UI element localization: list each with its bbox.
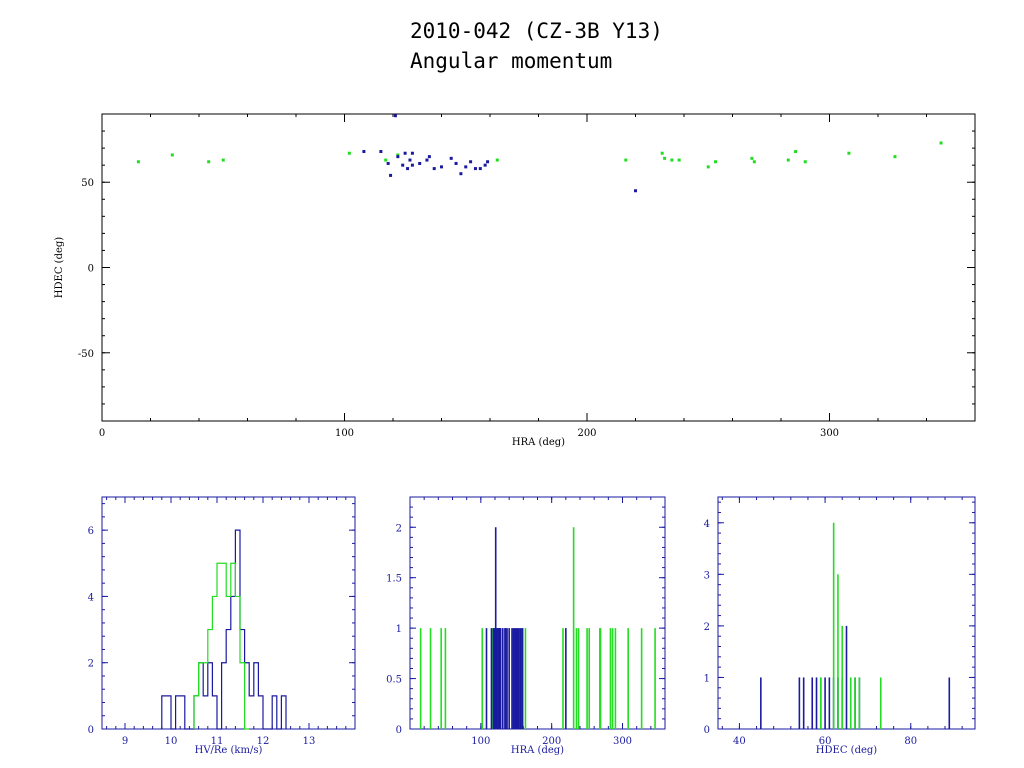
x-tick-label: 200 bbox=[542, 736, 561, 747]
y-axis-label: HDEC (deg) bbox=[54, 237, 65, 298]
x-tick-label: 40 bbox=[733, 736, 746, 747]
x-tick-label: 200 bbox=[577, 428, 596, 439]
x-tick-label: 60 bbox=[819, 736, 832, 747]
y-tick-label: 2 bbox=[396, 523, 402, 534]
scatter-point-blue bbox=[396, 155, 400, 159]
scatter-point-blue bbox=[362, 150, 366, 154]
scatter-point-green bbox=[170, 153, 174, 157]
scatter-point-green bbox=[786, 158, 790, 162]
scatter-point-blue bbox=[486, 160, 490, 164]
scatter-point-green bbox=[663, 156, 667, 160]
y-tick-label: 50 bbox=[81, 178, 94, 189]
scatter-point-green bbox=[495, 158, 499, 162]
plot-frame-1 bbox=[101, 496, 356, 730]
scatter-point-green bbox=[624, 158, 628, 162]
scatter-point-green bbox=[221, 158, 225, 162]
y-tick-label: 4 bbox=[704, 519, 710, 530]
scatter-point-blue bbox=[478, 167, 482, 171]
scatter-point-green bbox=[939, 141, 943, 145]
x-tick-label: 300 bbox=[613, 736, 632, 747]
y-tick-label: 0 bbox=[88, 264, 94, 275]
scatter-point-blue bbox=[432, 167, 436, 171]
y-tick-label: 2 bbox=[88, 659, 94, 670]
x-axis-label: HDEC (deg) bbox=[816, 745, 877, 756]
scatter-point-green bbox=[794, 150, 798, 154]
y-tick-label: -50 bbox=[78, 349, 94, 360]
scatter-point-blue bbox=[379, 150, 383, 154]
x-axis-label: HRA (deg) bbox=[512, 437, 565, 448]
histogram-step-green bbox=[193, 562, 250, 730]
scatter-point-blue bbox=[454, 161, 458, 165]
scatter-point-blue bbox=[393, 114, 397, 118]
y-tick-label: 1 bbox=[396, 624, 402, 635]
scatter-point-blue bbox=[634, 189, 637, 193]
scatter-point-green bbox=[752, 160, 756, 164]
x-tick-label: 9 bbox=[122, 736, 128, 747]
histogram-step-blue bbox=[161, 529, 287, 730]
y-tick-label: 1.5 bbox=[386, 574, 402, 585]
scatter-point-green bbox=[847, 151, 851, 155]
scatter-point-green bbox=[347, 151, 351, 155]
scatter-point-green bbox=[136, 160, 140, 164]
scatter-point-blue bbox=[425, 158, 429, 162]
scatter-point-green bbox=[706, 165, 710, 169]
x-tick-label: 10 bbox=[165, 736, 178, 747]
scatter-point-blue bbox=[418, 161, 422, 165]
y-tick-label: 3 bbox=[704, 570, 710, 581]
x-tick-label: 80 bbox=[904, 736, 917, 747]
x-tick-label: 11 bbox=[211, 736, 224, 747]
plot-frame-0 bbox=[101, 113, 976, 422]
scatter-point-green bbox=[660, 151, 664, 155]
plot-frame-2 bbox=[409, 496, 666, 730]
scatter-point-blue bbox=[410, 151, 414, 155]
scatter-point-blue bbox=[483, 163, 487, 167]
x-axis-label: HV/Re (km/s) bbox=[195, 745, 263, 756]
x-tick-label: 13 bbox=[303, 736, 316, 747]
x-tick-label: 100 bbox=[335, 428, 354, 439]
scatter-point-green bbox=[714, 160, 718, 164]
scatter-point-blue bbox=[389, 173, 393, 177]
scatter-point-blue bbox=[473, 167, 477, 171]
x-tick-label: 0 bbox=[99, 428, 105, 439]
scatter-point-blue bbox=[408, 158, 412, 162]
scatter-point-blue bbox=[427, 155, 431, 159]
x-axis-label: HRA (deg) bbox=[511, 745, 564, 756]
y-tick-label: 0 bbox=[88, 725, 94, 736]
scatter-point-green bbox=[893, 155, 897, 159]
scatter-point-blue bbox=[464, 165, 468, 169]
y-tick-label: 0.5 bbox=[386, 675, 402, 686]
scatter-point-blue bbox=[459, 172, 463, 176]
scatter-point-blue bbox=[401, 163, 405, 167]
figure-subtitle: Angular momentum bbox=[410, 49, 612, 73]
scatter-point-green bbox=[677, 158, 681, 162]
scatter-point-blue bbox=[406, 167, 410, 171]
scatter-point-blue bbox=[449, 156, 453, 160]
scatter-point-blue bbox=[403, 151, 407, 155]
scatter-point-blue bbox=[386, 161, 390, 165]
x-tick-label: 300 bbox=[820, 428, 839, 439]
scatter-point-green bbox=[670, 158, 674, 162]
x-tick-label: 12 bbox=[257, 736, 270, 747]
scatter-point-blue bbox=[410, 163, 414, 167]
scatter-point-green bbox=[207, 160, 211, 164]
x-tick-label: 100 bbox=[471, 736, 490, 747]
y-tick-label: 0 bbox=[704, 725, 710, 736]
scatter-point-green bbox=[803, 160, 807, 164]
scatter-point-green bbox=[750, 156, 754, 160]
figure-title: 2010-042 (CZ-3B Y13) bbox=[410, 19, 663, 43]
y-tick-label: 2 bbox=[704, 622, 710, 633]
y-tick-label: 6 bbox=[88, 526, 94, 537]
scatter-point-blue bbox=[469, 160, 473, 164]
y-tick-label: 4 bbox=[88, 592, 94, 603]
y-tick-label: 0 bbox=[396, 725, 402, 736]
scatter-point-blue bbox=[440, 165, 443, 169]
y-tick-label: 1 bbox=[704, 673, 710, 684]
scatter-point-green bbox=[384, 158, 388, 162]
scatter-point-green bbox=[396, 153, 400, 157]
